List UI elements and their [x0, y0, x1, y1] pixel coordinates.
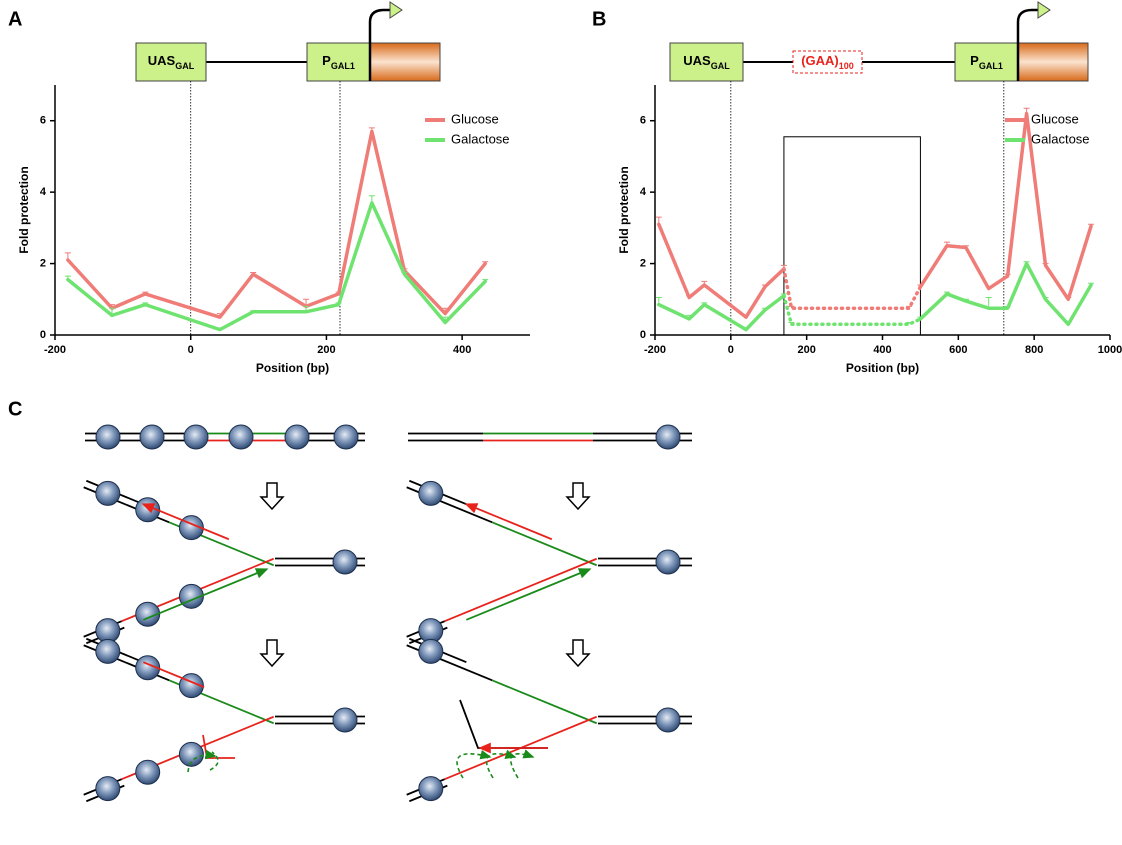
nucleosome [96, 777, 120, 801]
error-bar [656, 217, 662, 224]
x-tick-label: 600 [949, 344, 967, 356]
strand [466, 569, 590, 620]
y-tick-label: 6 [640, 115, 646, 127]
nucleosome [285, 425, 309, 449]
nucleosome [419, 639, 443, 663]
repeat-region-box [784, 137, 921, 335]
step-arrow [261, 640, 283, 666]
nucleosome [333, 550, 357, 574]
x-tick-label: 400 [453, 344, 471, 356]
gene-box [1018, 43, 1088, 81]
step-arrow [261, 483, 283, 509]
error-bar [1088, 224, 1094, 226]
x-tick-label: 1000 [1098, 344, 1122, 356]
strand [143, 569, 267, 620]
x-tick-label: 400 [873, 344, 891, 356]
element-subscript: GAL1 [331, 61, 355, 71]
nucleosome [419, 481, 443, 505]
gene-box [370, 43, 440, 81]
replication-diagram [84, 425, 692, 801]
x-axis-label: Position (bp) [256, 361, 329, 375]
nucleosome [656, 550, 680, 574]
promoter-arrowhead [1038, 2, 1050, 18]
step-arrow [567, 483, 589, 509]
series-line [68, 203, 485, 330]
x-tick-label: 200 [317, 344, 335, 356]
nucleosome [140, 425, 164, 449]
panel-label: A [8, 8, 22, 30]
nucleosome [656, 425, 680, 449]
nucleosome [96, 481, 120, 505]
strand [492, 680, 596, 723]
error-bar [65, 253, 71, 260]
panel-label: B [592, 8, 606, 30]
legend-label: Galactose [1031, 131, 1090, 146]
step-arrow [567, 640, 589, 666]
x-tick-label: -200 [644, 344, 666, 356]
y-axis-label: Fold protection [617, 166, 631, 253]
nucleosome [96, 639, 120, 663]
x-tick-label: -200 [44, 344, 66, 356]
element-subscript: 100 [839, 61, 854, 71]
y-tick-label: 6 [40, 115, 46, 127]
y-tick-label: 2 [640, 257, 646, 269]
element-subscript: GAL [711, 61, 731, 71]
x-tick-label: 800 [1025, 344, 1043, 356]
y-tick-label: 0 [640, 329, 646, 341]
legend-label: Glucose [1031, 111, 1079, 126]
figure: A B C UASGALPGAL10246-2000200400Position… [0, 0, 1122, 840]
error-bar [369, 128, 375, 132]
nucleosome [96, 425, 120, 449]
strand [466, 504, 552, 539]
strand [492, 522, 596, 565]
y-axis-label: Fold protection [17, 166, 31, 253]
element-name: P [322, 53, 331, 68]
legend-label: Galactose [451, 131, 510, 146]
error-bar [1024, 262, 1030, 264]
nucleosome [656, 708, 680, 732]
error-bar [1024, 108, 1030, 113]
series-line [68, 131, 485, 317]
element-name: P [970, 53, 979, 68]
series-line-dotted [784, 269, 921, 308]
element-subscript: GAL [175, 61, 195, 71]
error-bar [781, 265, 787, 269]
element-subscript: GAL1 [979, 61, 1003, 71]
y-tick-label: 2 [40, 257, 46, 269]
nucleosome [334, 425, 358, 449]
y-tick-label: 4 [640, 186, 647, 198]
nucleosome [184, 425, 208, 449]
error-bar [482, 262, 488, 264]
error-bar [656, 298, 662, 305]
error-bar [1088, 283, 1094, 285]
error-bar [369, 196, 375, 203]
x-axis-label: Position (bp) [846, 361, 919, 375]
x-tick-label: 200 [797, 344, 815, 356]
nascent-strand [460, 700, 548, 748]
nucleosome [419, 777, 443, 801]
series-line-dotted [784, 296, 921, 325]
nucleosome [333, 708, 357, 732]
legend-label: Glucose [451, 111, 499, 126]
y-tick-label: 4 [40, 186, 47, 198]
nucleosome [229, 425, 253, 449]
template-switch [210, 752, 218, 770]
nucleosome [136, 760, 160, 784]
element-name: UAS [148, 53, 176, 68]
element-name: UAS [683, 53, 711, 68]
strand [445, 559, 597, 621]
series-line [659, 296, 784, 330]
x-tick-label: 0 [728, 344, 734, 356]
y-tick-label: 0 [40, 329, 46, 341]
series-line [659, 224, 784, 317]
element-name: (GAA) [801, 53, 839, 68]
x-tick-label: 0 [188, 344, 194, 356]
panel-label: C [8, 398, 22, 420]
promoter-arrowhead [390, 2, 402, 18]
template-switch [457, 754, 490, 778]
error-bar [1043, 264, 1049, 266]
